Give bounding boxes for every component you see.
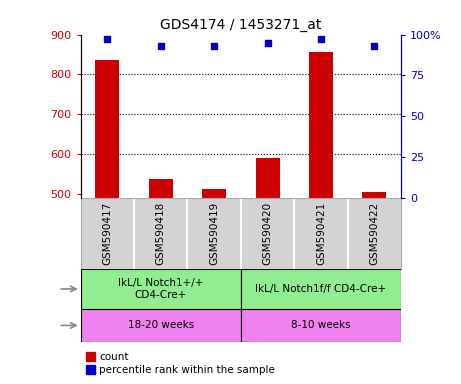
- Text: GSM590418: GSM590418: [156, 202, 166, 265]
- Text: 18-20 weeks: 18-20 weeks: [128, 320, 194, 331]
- Text: IkL/L Notch1f/f CD4-Cre+: IkL/L Notch1f/f CD4-Cre+: [255, 284, 386, 294]
- Text: IkL/L Notch1+/+
CD4-Cre+: IkL/L Notch1+/+ CD4-Cre+: [118, 278, 203, 300]
- Title: GDS4174 / 1453271_at: GDS4174 / 1453271_at: [160, 18, 322, 32]
- Bar: [241, 269, 401, 309]
- Point: [104, 36, 111, 43]
- Bar: [81, 309, 241, 342]
- Point: [211, 43, 218, 49]
- Point: [317, 36, 325, 43]
- Text: GSM590421: GSM590421: [316, 202, 326, 265]
- Legend: count, percentile rank within the sample: count, percentile rank within the sample: [86, 352, 275, 375]
- Text: 8-10 weeks: 8-10 weeks: [291, 320, 351, 331]
- Bar: [202, 189, 226, 198]
- Text: GSM590422: GSM590422: [369, 202, 379, 265]
- Point: [157, 43, 165, 49]
- Bar: [309, 52, 333, 198]
- Bar: [149, 179, 173, 198]
- Bar: [362, 192, 386, 198]
- Text: GSM590419: GSM590419: [209, 202, 219, 265]
- Bar: [241, 309, 401, 342]
- Bar: [81, 269, 241, 309]
- Bar: [95, 60, 119, 198]
- Point: [264, 40, 271, 46]
- Point: [371, 43, 378, 49]
- Text: GSM590420: GSM590420: [263, 202, 272, 265]
- Text: GSM590417: GSM590417: [102, 202, 112, 265]
- Bar: [255, 158, 279, 198]
